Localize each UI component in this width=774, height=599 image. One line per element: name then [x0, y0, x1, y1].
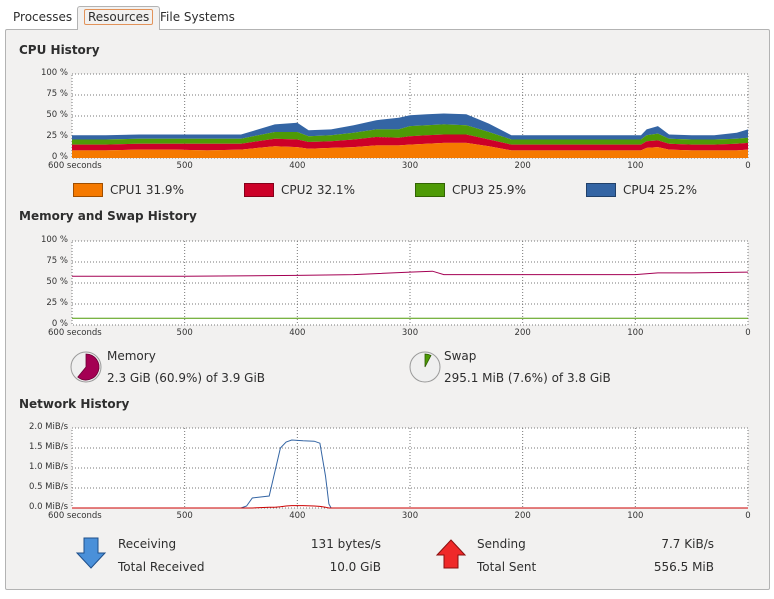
cpu2-color-swatch[interactable]: [244, 183, 274, 197]
cpu-x-tick: 100: [627, 161, 644, 171]
cpu1-area: [72, 142, 748, 158]
total-sent-label: Total Sent: [477, 560, 537, 574]
tab-file-systems[interactable]: File Systems: [154, 6, 241, 28]
network-x-tick: 100: [627, 511, 644, 521]
memory-grid: [71, 240, 749, 326]
cpu-x-tick: 600 seconds: [48, 161, 102, 171]
cpu2-legend-label: CPU2 32.1%: [281, 183, 355, 197]
tab-processes[interactable]: Processes: [7, 6, 78, 28]
total-received-value: 10.0 GiB: [329, 560, 381, 574]
cpu-y-tick: 75 %: [46, 89, 68, 99]
network-x-tick: 600 seconds: [48, 511, 102, 521]
cpu-x-tick: 500: [176, 161, 193, 171]
memory-history-title: Memory and Swap History: [19, 209, 197, 223]
cpu-history-title: CPU History: [19, 43, 100, 57]
cpu-x-tick: 300: [401, 161, 419, 171]
memory-value: 2.3 GiB (60.9%) of 3.9 GiB: [107, 371, 266, 385]
network-y-tick: 0.5 MiB/s: [28, 482, 68, 492]
network-y-tick: 2.0 MiB/s: [28, 422, 68, 432]
cpu1-legend-label: CPU1 31.9%: [110, 183, 184, 197]
sending-line: [72, 505, 748, 509]
cpu4-legend-label: CPU4 25.2%: [623, 183, 697, 197]
swap-pie-icon[interactable]: [409, 351, 441, 383]
network-x-tick: 300: [401, 511, 419, 521]
receiving-label: Receiving: [118, 537, 177, 551]
memory-line: [72, 270, 749, 277]
sending-arrow-icon[interactable]: [435, 539, 467, 569]
network-x-tick: 200: [514, 511, 531, 521]
memory-x-tick: 200: [514, 328, 531, 338]
cpu4-area: [72, 113, 748, 140]
memory-pie-icon[interactable]: [70, 351, 102, 383]
memory-y-tick: 50 %: [46, 277, 68, 287]
total-received-label: Total Received: [118, 560, 205, 574]
tab-processes-label: Processes: [13, 10, 73, 24]
tab-resources-label: Resources: [84, 9, 154, 25]
memory-x-tick: 500: [176, 328, 193, 338]
network-x-tick: 0: [745, 511, 751, 521]
cpu2-area: [72, 134, 748, 151]
cpu-y-tick: 0 %: [51, 152, 68, 162]
receiving-line: [72, 439, 748, 509]
network-history-title: Network History: [19, 397, 130, 411]
memory-x-tick: 600 seconds: [48, 328, 102, 338]
cpu4-color-swatch[interactable]: [586, 183, 616, 197]
cpu-x-tick: 400: [289, 161, 306, 171]
cpu-y-tick: 50 %: [46, 110, 68, 120]
cpu3-legend-label: CPU3 25.9%: [452, 183, 526, 197]
network-x-tick: 400: [289, 511, 306, 521]
tab-resources[interactable]: Resources: [77, 6, 161, 30]
network-x-tick: 500: [176, 511, 193, 521]
sending-label: Sending: [477, 537, 526, 551]
network-grid: [71, 427, 749, 509]
memory-y-tick: 0 %: [51, 319, 68, 329]
tab-file-systems-label: File Systems: [160, 10, 235, 24]
network-y-tick: 1.0 MiB/s: [28, 462, 68, 472]
memory-x-tick: 300: [401, 328, 419, 338]
memory-label: Memory: [107, 349, 156, 363]
memory-y-tick: 25 %: [46, 298, 68, 308]
memory-y-tick: 100 %: [40, 235, 68, 245]
memory-x-tick: 100: [627, 328, 644, 338]
cpu3-color-swatch[interactable]: [415, 183, 445, 197]
cpu-y-tick: 100 %: [40, 68, 68, 78]
cpu3-area: [72, 124, 748, 145]
network-y-tick: 1.5 MiB/s: [28, 442, 68, 452]
cpu1-color-swatch[interactable]: [73, 183, 103, 197]
swap-label: Swap: [444, 349, 477, 363]
total-sent-value: 556.5 MiB: [653, 560, 714, 574]
cpu-x-tick: 0: [745, 161, 751, 171]
sending-value: 7.7 KiB/s: [661, 537, 714, 551]
receiving-arrow-icon[interactable]: [75, 537, 107, 569]
swap-value: 295.1 MiB (7.6%) of 3.8 GiB: [444, 371, 611, 385]
memory-y-tick: 75 %: [46, 256, 68, 266]
memory-x-tick: 0: [745, 328, 751, 338]
receiving-value: 131 bytes/s: [310, 537, 381, 551]
cpu-x-tick: 200: [514, 161, 531, 171]
memory-x-tick: 400: [289, 328, 306, 338]
network-y-tick: 0.0 MiB/s: [28, 502, 68, 512]
cpu-y-tick: 25 %: [46, 131, 68, 141]
